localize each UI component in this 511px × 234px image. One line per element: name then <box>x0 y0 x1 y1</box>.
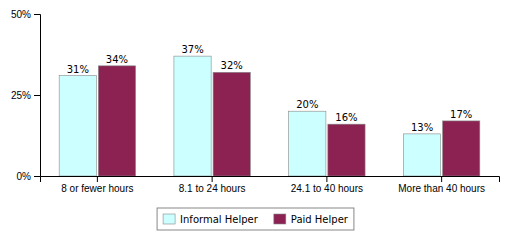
y-tick-label: 50% <box>11 9 31 20</box>
data-label: 34% <box>106 54 128 65</box>
bar <box>98 66 135 176</box>
x-tick-mark <box>441 176 442 182</box>
legend-label: Informal Helper <box>180 214 259 225</box>
x-axis: 8 or fewer hours 8.1 to 24 hours 24.1 to 4… <box>41 176 500 194</box>
data-label: 13% <box>411 122 433 133</box>
x-tick: More than 40 hours <box>398 176 485 194</box>
y-tick: 25% <box>11 90 40 101</box>
y-tick: 50% <box>11 9 40 20</box>
legend: Informal Helper Paid Helper <box>157 208 354 230</box>
x-tick-label: 8 or fewer hours <box>61 183 133 194</box>
data-label: 17% <box>450 109 472 120</box>
y-tick-label: 0% <box>17 171 32 182</box>
legend-item: Informal Helper <box>163 214 259 225</box>
legend-swatch <box>163 214 175 224</box>
y-axis-line <box>34 15 41 177</box>
x-tick-label: More than 40 hours <box>398 183 485 194</box>
bars <box>59 56 480 176</box>
legend-label: Paid Helper <box>291 214 349 225</box>
legend-frame <box>157 208 354 230</box>
data-labels: 31% 37% 20% 13% 34% 32% 16% 17% <box>67 44 473 133</box>
bar <box>289 111 326 176</box>
legend-item: Paid Helper <box>274 214 349 225</box>
bar <box>59 76 96 176</box>
data-label: 20% <box>296 99 318 110</box>
bar <box>403 134 440 176</box>
data-label: 16% <box>335 112 357 123</box>
x-tick: 24.1 to 40 hours <box>291 176 363 194</box>
data-label: 37% <box>181 44 203 55</box>
chart: 0% 25% 50% 8 or fewer hours 8.1 to 24 hours 2… <box>0 0 511 234</box>
plot: 0% 25% 50% 8 or fewer hours 8.1 to 24 hours 2… <box>11 9 500 194</box>
y-tick-mark <box>34 14 40 15</box>
data-label: 32% <box>221 60 243 71</box>
x-tick: 8 or fewer hours <box>61 176 133 194</box>
bar <box>443 121 480 176</box>
y-tick-mark <box>34 176 40 177</box>
x-tick-mark <box>97 176 98 182</box>
y-tick-label: 25% <box>11 90 31 101</box>
y-tick: 0% <box>17 171 40 182</box>
x-tick: 8.1 to 24 hours <box>179 176 246 194</box>
x-tick-mark <box>326 176 327 182</box>
legend-swatch <box>274 214 286 224</box>
data-label: 31% <box>67 64 89 75</box>
bar <box>328 124 365 176</box>
x-tick-mark <box>212 176 213 182</box>
bar <box>174 56 211 176</box>
bar <box>213 72 250 176</box>
y-axis: 0% 25% 50% <box>11 9 41 182</box>
y-tick-mark <box>34 95 40 96</box>
x-axis-line <box>41 177 500 183</box>
x-tick-label: 24.1 to 40 hours <box>291 183 363 194</box>
x-tick-label: 8.1 to 24 hours <box>179 183 246 194</box>
